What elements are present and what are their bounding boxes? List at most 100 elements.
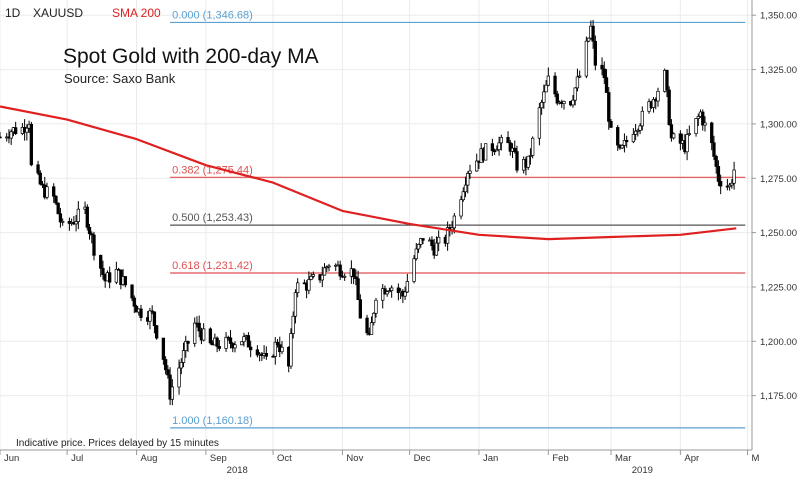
axes: 1,175.00 1,200.00 1,225.00 1,250.00 1,275.00… bbox=[0, 0, 797, 476]
candle-body bbox=[264, 353, 268, 357]
candle-body bbox=[712, 142, 716, 157]
candle-body bbox=[38, 172, 42, 185]
candle-body bbox=[687, 133, 691, 135]
candle-body bbox=[622, 140, 627, 146]
candle-body bbox=[85, 206, 89, 228]
x-tick-label: M bbox=[752, 453, 760, 464]
candle-body bbox=[730, 182, 734, 186]
candle-body bbox=[343, 275, 347, 278]
candle-body bbox=[293, 292, 298, 317]
candle-body bbox=[625, 140, 629, 143]
chart-title: Spot Gold with 200-day MA bbox=[63, 45, 319, 68]
candle-body bbox=[184, 340, 188, 351]
candle-body bbox=[620, 145, 624, 149]
candle-body bbox=[123, 276, 127, 286]
candle-body bbox=[575, 76, 580, 89]
candle-body bbox=[553, 75, 557, 95]
candle-body bbox=[177, 367, 181, 388]
x-tick-label: Jan bbox=[483, 453, 498, 464]
candle-body bbox=[584, 40, 589, 77]
candle-body bbox=[445, 227, 450, 244]
candle-body bbox=[242, 336, 246, 343]
x-tick-label: Dec bbox=[414, 453, 431, 464]
candle-body bbox=[9, 131, 13, 139]
candle-body bbox=[228, 337, 233, 344]
candle-body bbox=[463, 184, 468, 193]
candle-body bbox=[633, 130, 638, 135]
candle-body bbox=[193, 322, 197, 344]
candle-body bbox=[631, 134, 636, 143]
candle-body bbox=[497, 142, 501, 151]
candle-body bbox=[571, 99, 575, 106]
candle-body bbox=[358, 299, 362, 319]
candle-body bbox=[90, 233, 94, 236]
candle-body bbox=[452, 215, 456, 229]
candle-body bbox=[197, 322, 201, 332]
candle-body bbox=[275, 341, 280, 346]
symbol-label: XAUUSD bbox=[33, 6, 83, 20]
candle-body bbox=[354, 276, 358, 280]
candle-body bbox=[421, 238, 425, 241]
candle-body bbox=[202, 328, 206, 341]
candle-body bbox=[528, 155, 533, 157]
candle-body bbox=[289, 333, 293, 367]
candle-body bbox=[495, 149, 499, 152]
candle-body bbox=[714, 156, 718, 167]
year-label: 2019 bbox=[632, 465, 653, 476]
candle-body bbox=[309, 275, 313, 280]
candle-body bbox=[430, 239, 434, 247]
x-tick-label: Nov bbox=[346, 453, 363, 464]
candle-body bbox=[92, 234, 96, 256]
candle-body bbox=[719, 181, 723, 187]
candle-body bbox=[537, 107, 542, 139]
candle-body bbox=[419, 238, 423, 245]
candle-body bbox=[291, 315, 295, 334]
candle-body bbox=[555, 93, 559, 104]
candle-body bbox=[539, 101, 544, 109]
candle-body bbox=[685, 134, 689, 153]
y-tick-label: 1,200.00 bbox=[760, 337, 797, 348]
candle-body bbox=[0, 136, 2, 139]
candle-body bbox=[383, 288, 387, 295]
candle-body bbox=[461, 191, 465, 201]
candle-body bbox=[600, 64, 604, 70]
candle-body bbox=[372, 312, 376, 323]
candle-body bbox=[390, 287, 394, 292]
candle-body bbox=[396, 287, 401, 293]
candle-body bbox=[531, 137, 535, 156]
candle-body bbox=[656, 90, 660, 102]
candle-body bbox=[405, 281, 409, 293]
fib-levels: 0.000 (1,346.68) 0.382 (1,275.44) 0.500 (1… bbox=[170, 9, 746, 429]
candle-body bbox=[311, 274, 315, 277]
candle-body bbox=[132, 297, 136, 307]
fib-level-label: 1.000 (1,160.18) bbox=[172, 415, 253, 427]
candle-body bbox=[246, 335, 251, 348]
candle-body bbox=[224, 336, 228, 349]
candle-body bbox=[638, 125, 642, 131]
candle-body bbox=[87, 227, 92, 235]
x-tick-label: Apr bbox=[684, 453, 699, 464]
candle-body bbox=[403, 291, 407, 297]
candle-body bbox=[56, 202, 60, 215]
candle-body bbox=[99, 254, 103, 269]
candle-body bbox=[374, 299, 378, 314]
candle-body bbox=[161, 337, 166, 360]
candle-body bbox=[602, 68, 606, 79]
x-tick-label: Jul bbox=[71, 453, 83, 464]
candle-body bbox=[217, 346, 221, 349]
candle-body bbox=[492, 150, 497, 153]
candle-body bbox=[320, 274, 324, 281]
candle-body bbox=[640, 110, 644, 127]
candle-body bbox=[696, 116, 700, 119]
fib-level-label: 0.000 (1,346.68) bbox=[172, 9, 253, 21]
candle-body bbox=[249, 346, 253, 351]
candle-body bbox=[338, 264, 342, 277]
candle-body bbox=[466, 173, 470, 186]
candle-body bbox=[240, 341, 244, 346]
candle-body bbox=[74, 221, 78, 225]
candle-body bbox=[385, 291, 389, 295]
candle-body bbox=[710, 122, 714, 144]
candle-body bbox=[208, 328, 213, 344]
y-tick-label: 1,325.00 bbox=[760, 65, 797, 76]
